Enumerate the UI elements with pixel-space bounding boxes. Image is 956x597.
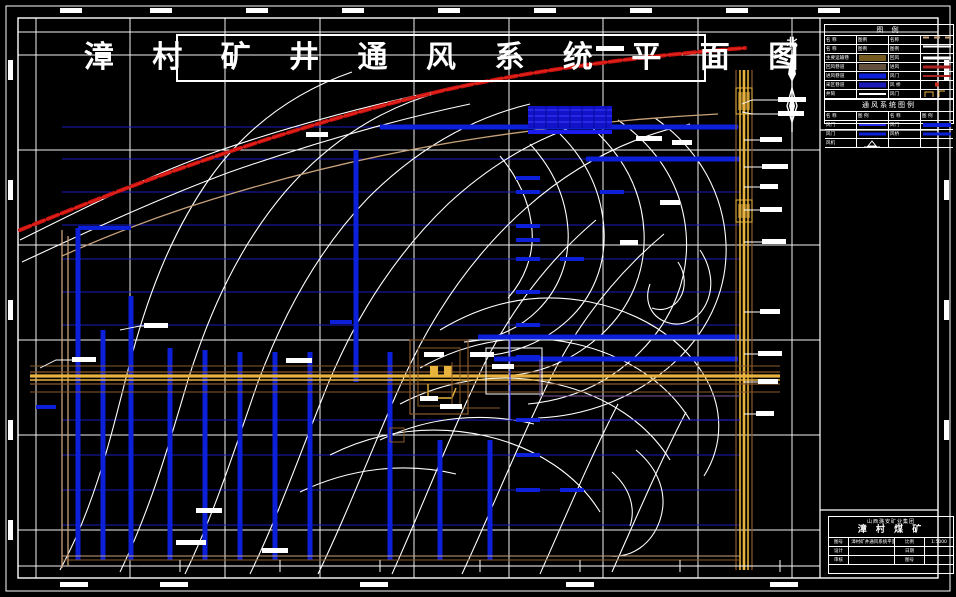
legend-cell: 回风巷道	[825, 63, 857, 72]
legend-swatch	[921, 36, 953, 45]
legend-cell	[889, 139, 921, 148]
legend-cell: 风机	[825, 139, 857, 148]
title-block-cell: 比例	[895, 538, 925, 547]
legend-swatch	[921, 81, 953, 90]
legend-swatch	[857, 54, 889, 63]
legend-swatch	[921, 130, 953, 139]
organization-small: 山西潞安矿业集团	[866, 518, 915, 525]
main-transport-roadway	[30, 365, 780, 393]
main-shaft-corridor-right	[735, 70, 753, 570]
north-arrow: 北	[772, 34, 812, 132]
mine-boundary-red	[18, 46, 747, 232]
title-block-cell	[849, 547, 895, 556]
title-block-header: 山西潞安矿业集团 漳 村 煤 矿	[829, 517, 953, 538]
legend-table: 图 例 名 称 图例 名称 名 称 图例 图例 主要运输巷 回风 回风巷道 进风…	[824, 24, 954, 148]
legend-rows-2: 名 称 图 例 名 称 图 例 风门 风门 风门 风桥 风机	[825, 112, 953, 148]
legend-swatch	[921, 121, 953, 130]
legend-cell: 名 称	[825, 36, 857, 45]
title-block-cell	[849, 556, 895, 565]
legend-cell: 采区巷道	[825, 81, 857, 90]
legend-swatch	[921, 45, 953, 54]
legend-cell: 风门	[889, 72, 921, 81]
title-block-cell: 日期	[895, 547, 925, 556]
legend-cell: 主要运输巷	[825, 54, 857, 63]
title-block-cell: 设计	[829, 547, 849, 556]
legend-swatch	[857, 63, 889, 72]
panel-grid-blue	[62, 126, 740, 557]
legend-swatch	[857, 72, 889, 81]
legend-swatch	[857, 121, 889, 130]
drawing-frame	[5, 5, 951, 592]
legend-swatch	[857, 130, 889, 139]
page-title: 漳 村 矿 井 通 风 系 统 平 面 图	[83, 40, 813, 75]
legend-cell: 风门	[825, 121, 857, 130]
legend-swatch	[921, 54, 953, 63]
drawing-title-box: 漳 村 矿 井 通 风 系 统 平 面 图	[84, 34, 798, 82]
legend-cell: 进风	[889, 63, 921, 72]
legend-swatch	[921, 72, 953, 81]
frame-ticks	[8, 8, 949, 587]
title-block-cell: 审核	[829, 556, 849, 565]
right-panel-divider	[819, 18, 938, 578]
title-block-cell: 图号	[829, 538, 849, 547]
legend-swatch	[857, 139, 889, 148]
legend-cell: 名 称	[825, 112, 857, 121]
legend-cell: 名称	[889, 36, 921, 45]
legend-swatch	[921, 63, 953, 72]
sub-area-outlines	[62, 338, 740, 561]
coordinate-grid	[18, 18, 938, 578]
legend-cell: 图 例	[857, 112, 889, 121]
legend-swatch	[921, 90, 953, 99]
central-shaft-station	[409, 339, 543, 415]
title-block-cell: 图号	[895, 556, 925, 565]
legend-cell: 风门	[825, 130, 857, 139]
legend-cell	[921, 139, 953, 148]
legend-cell: 风桥	[889, 130, 921, 139]
legend-cell: 名 称	[825, 45, 857, 54]
legend-cell: 井筒	[825, 90, 857, 99]
title-block-cell	[925, 556, 953, 565]
legend-cell: 风门	[889, 121, 921, 130]
title-block-cell: 1:5000	[925, 538, 953, 547]
legend-cell: 名 称	[889, 112, 921, 121]
legend-cell: 图例	[857, 36, 889, 45]
north-arrow-label: 北	[786, 36, 798, 49]
blue-hatched-zone	[528, 106, 612, 134]
legend-rows: 名 称 图例 名称 名 称 图例 图例 主要运输巷 回风 回风巷道 进风 进风巷…	[825, 36, 953, 99]
legend-cell: 图例	[889, 45, 921, 54]
legend-cell: 图例	[857, 45, 889, 54]
legend-swatch	[857, 90, 889, 99]
title-block-cell	[925, 547, 953, 556]
legend-swatch	[857, 81, 889, 90]
legend-cell: 风门	[889, 90, 921, 99]
legend-cell: 进风巷道	[825, 72, 857, 81]
organization-name: 漳 村 煤 矿	[857, 524, 925, 535]
ventilation-roadways-vertical	[75, 150, 493, 560]
legend-cell: 风 桥	[889, 81, 921, 90]
airflow-markers	[36, 125, 678, 492]
bottom-axis	[140, 560, 820, 572]
legend-section2-title: 通风系统图例	[825, 99, 953, 112]
legend-title: 图 例	[825, 25, 953, 36]
legend-cell: 回风	[889, 54, 921, 63]
legend-cell: 图 例	[921, 112, 953, 121]
